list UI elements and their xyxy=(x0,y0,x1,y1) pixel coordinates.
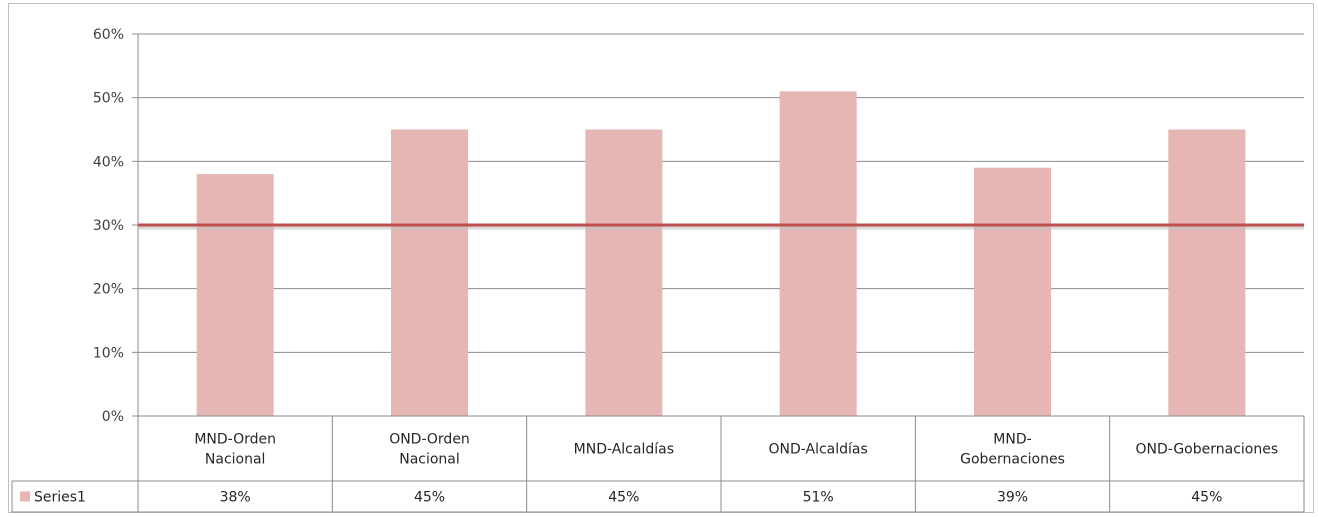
category-label: MND-Alcaldías xyxy=(574,442,674,458)
bar xyxy=(196,174,274,416)
y-tick-label: 0% xyxy=(102,409,124,425)
y-tick-label: 40% xyxy=(93,154,124,170)
value-label: 45% xyxy=(1191,490,1222,506)
data-table: MND-Orden Nacional OND-Orden Nacional MND-Al… xyxy=(11,415,1305,513)
y-tick-label: 60% xyxy=(93,27,124,43)
bar xyxy=(779,91,857,417)
value-label: 38% xyxy=(220,490,251,506)
category-label: MND- xyxy=(993,432,1031,448)
y-tick-label: 50% xyxy=(93,91,124,107)
value-label: 45% xyxy=(414,490,445,506)
gridlines xyxy=(138,33,1304,353)
category-label: Nacional xyxy=(399,452,460,468)
y-tick-label: 10% xyxy=(93,345,124,361)
bars xyxy=(196,91,1246,417)
category-label: MND-Orden xyxy=(194,432,276,448)
bar xyxy=(1168,129,1246,416)
category-label: OND-Alcaldías xyxy=(769,442,868,458)
category-label: OND-Orden xyxy=(389,432,470,448)
reference-line-group xyxy=(138,223,1304,230)
value-label: 39% xyxy=(997,490,1028,506)
category-label: Nacional xyxy=(205,452,266,468)
bar xyxy=(585,129,663,416)
value-label: 45% xyxy=(608,490,639,506)
y-tick-label: 30% xyxy=(93,218,124,234)
value-label: 51% xyxy=(803,490,834,506)
bar xyxy=(391,129,468,416)
y-axis: 0% 10% 20% 30% 40% 50% 60% xyxy=(93,27,139,425)
bar xyxy=(974,167,1051,416)
legend-swatch xyxy=(20,491,30,502)
category-label: OND-Gobernaciones xyxy=(1136,442,1279,458)
category-label: Gobernaciones xyxy=(960,452,1065,468)
series-name-label: Series1 xyxy=(34,490,86,506)
y-tick-label: 20% xyxy=(93,282,124,298)
